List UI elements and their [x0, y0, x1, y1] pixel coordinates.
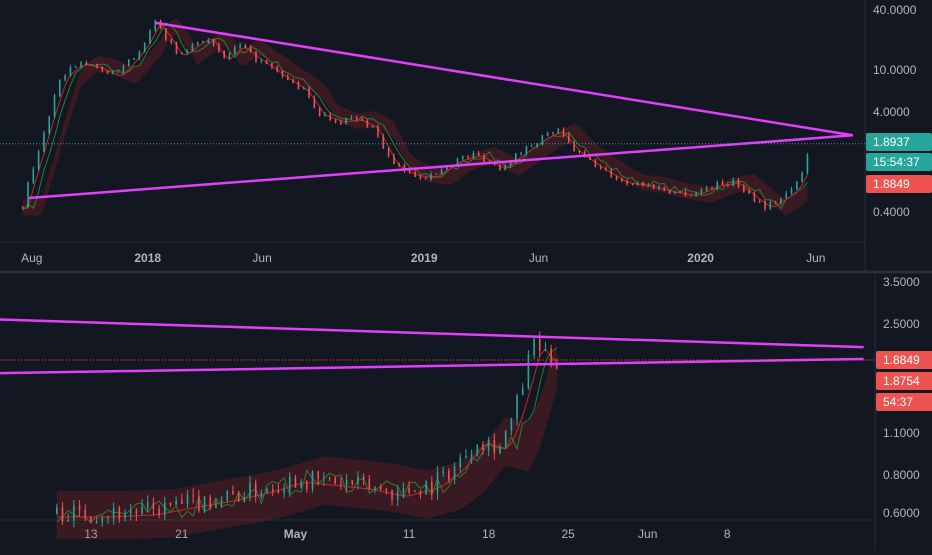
bot-candles — [56, 331, 558, 528]
bot-y-tick-label: 3.5000 — [883, 275, 920, 289]
bot-price-badge-text: 1.8849 — [883, 353, 920, 367]
bot-x-tick-label: May — [284, 527, 308, 541]
top-y-tick-label: 4.0000 — [873, 105, 910, 119]
top-y-tick-label: 10.0000 — [873, 63, 917, 77]
top-x-tick-label: 2020 — [687, 251, 714, 265]
top-price-panel[interactable]: 40.0000 10.0000 4.0000 0.4000 Aug 2018 Jun 2019… — [0, 0, 932, 272]
bot-trendline[interactable] — [0, 357, 864, 375]
bot-x-tick-label: Jun — [638, 527, 657, 541]
top-y-tick-label: 0.4000 — [873, 205, 910, 219]
top-price-badge — [866, 175, 932, 193]
top-price-badge-text: 15:54:37 — [873, 155, 920, 169]
bot-x-tick-label: 8 — [724, 527, 731, 541]
top-ichimoku-cloud — [22, 18, 808, 216]
bot-trendline[interactable] — [0, 318, 864, 349]
bot-price-badge — [876, 372, 932, 390]
bot-x-tick-label: 21 — [175, 527, 189, 541]
top-trendline[interactable] — [28, 134, 853, 200]
top-price-badge — [866, 133, 932, 151]
bot-y-tick-label: 1.1000 — [883, 426, 920, 440]
bot-y-tick-label: 0.6000 — [883, 506, 920, 520]
top-x-tick-label: Jun — [252, 251, 271, 265]
top-x-tick-label: 2018 — [134, 251, 161, 265]
bot-price-badge — [876, 393, 932, 411]
top-price-badge-text: 1.8849 — [873, 177, 910, 191]
top-candles — [21, 19, 809, 212]
top-trendline[interactable] — [154, 21, 854, 137]
top-x-tick-label: Aug — [21, 251, 42, 265]
bot-y-tick-label: 0.8000 — [883, 468, 920, 482]
bottom-price-panel[interactable]: 3.5000 2.5000 1.1000 0.8000 0.6000 13 21 May 11 1… — [0, 275, 932, 550]
bot-x-tick-label: 13 — [84, 527, 98, 541]
top-x-tick-label: 2019 — [411, 251, 438, 265]
top-x-tick-label: Jun — [806, 251, 825, 265]
bot-x-tick-label: 18 — [482, 527, 496, 541]
top-price-badge-text: 1.8937 — [873, 135, 910, 149]
bot-x-tick-label: 11 — [403, 527, 416, 541]
bot-x-tick-label: 25 — [562, 527, 576, 541]
bot-price-badge-text: 54:37 — [883, 395, 913, 409]
bot-y-tick-label: 2.5000 — [883, 317, 920, 331]
bot-price-badge — [876, 351, 932, 369]
top-price-badge — [866, 153, 932, 171]
top-y-tick-label: 40.0000 — [873, 3, 917, 17]
bot-price-badge-text: 1.8754 — [883, 374, 920, 388]
top-x-tick-label: Jun — [529, 251, 548, 265]
